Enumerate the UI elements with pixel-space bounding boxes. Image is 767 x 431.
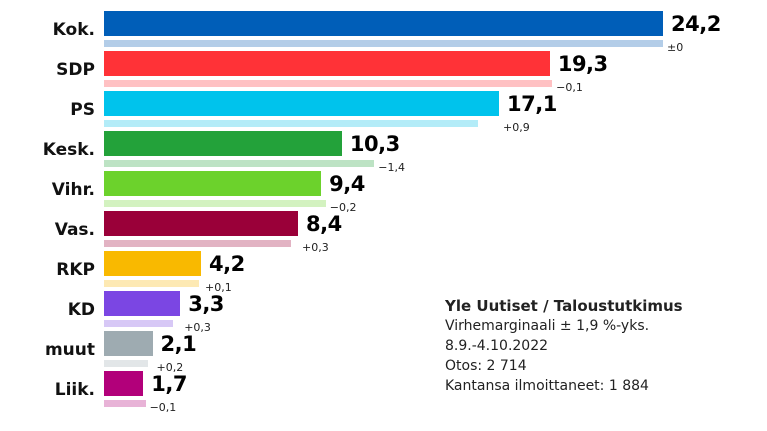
party-label: Vihr. <box>51 180 95 200</box>
previous-bar <box>104 40 664 47</box>
bar-row: Kok. 24,2 ±0 <box>0 11 767 54</box>
current-bar <box>104 291 181 316</box>
current-bar <box>104 51 550 76</box>
previous-bar <box>104 320 174 327</box>
current-bar <box>104 171 322 196</box>
previous-bar <box>104 160 375 167</box>
bar-row: Vihr. 9,4 −0,2 <box>0 171 767 214</box>
current-bar <box>104 11 664 36</box>
party-label: Vas. <box>54 220 95 240</box>
bar-row: Liik. 1,7 −0,1 <box>0 371 767 414</box>
current-bar <box>104 211 299 236</box>
party-label: PS <box>70 100 95 120</box>
change-label: +0,3 <box>302 241 329 254</box>
change-label: −0,1 <box>149 401 177 414</box>
bar-row: RKP 4,2 +0,1 <box>0 251 767 294</box>
current-bar <box>104 331 153 356</box>
previous-bar <box>104 360 148 367</box>
change-label: ±0 <box>667 41 684 54</box>
value-label: 2,1 <box>160 332 197 356</box>
sample-size: Otos: 2 714 <box>445 358 527 374</box>
bar-row: Vas. 8,4 +0,3 <box>0 211 767 254</box>
bar-row: Kesk. 10,3 −1,4 <box>0 131 767 174</box>
current-bar <box>104 371 144 396</box>
info-box: Yle Uutiset / Taloustutkimus Virhemargin… <box>445 296 683 396</box>
value-label: 10,3 <box>349 132 400 156</box>
change-label: −1,4 <box>378 161 405 174</box>
value-label: 4,2 <box>209 252 245 276</box>
current-bar <box>104 91 499 116</box>
survey-period: 8.9.-4.10.2022 <box>445 338 549 354</box>
bar-row: KD 3,3 +0,3 <box>0 291 767 334</box>
previous-bar <box>104 280 199 287</box>
current-bar <box>104 251 202 276</box>
party-label: Kok. <box>52 20 95 40</box>
previous-bar <box>104 80 553 87</box>
value-label: 8,4 <box>306 212 342 236</box>
party-label: Kesk. <box>42 140 95 160</box>
value-label: 3,3 <box>188 292 224 316</box>
value-label: 1,7 <box>151 372 187 396</box>
change-label: +0,2 <box>156 361 184 374</box>
party-label: Liik. <box>54 380 95 400</box>
previous-bar <box>104 200 326 207</box>
previous-bar <box>104 400 146 407</box>
source-label: Yle Uutiset / Taloustutkimus <box>445 297 683 315</box>
bar-row: PS 17,1 +0,9 <box>0 91 767 134</box>
current-bar <box>104 131 342 156</box>
value-label: 17,1 <box>507 92 557 116</box>
previous-bar <box>104 240 292 247</box>
party-label: SDP <box>56 60 95 80</box>
party-label: RKP <box>56 260 95 280</box>
change-label: −0,1 <box>556 81 583 94</box>
change-label: +0,9 <box>503 121 530 134</box>
respondents-count: Kantansa ilmoittaneet: 1 884 <box>445 378 649 394</box>
previous-bar <box>104 120 479 127</box>
change-label: +0,1 <box>205 281 232 294</box>
bar-row: SDP 19,3 −0,1 <box>0 51 767 94</box>
change-label: +0,3 <box>184 321 211 334</box>
change-label: −0,2 <box>329 201 357 214</box>
value-label: 24,2 <box>671 12 721 36</box>
party-label: muut <box>44 340 95 360</box>
value-label: 9,4 <box>329 172 365 196</box>
margin-of-error: Virhemarginaali ± 1,9 %-yks. <box>445 318 650 334</box>
value-label: 19,3 <box>557 52 608 76</box>
bar-row: muut 2,1 +0,2 <box>0 331 767 374</box>
party-label: KD <box>67 300 95 320</box>
